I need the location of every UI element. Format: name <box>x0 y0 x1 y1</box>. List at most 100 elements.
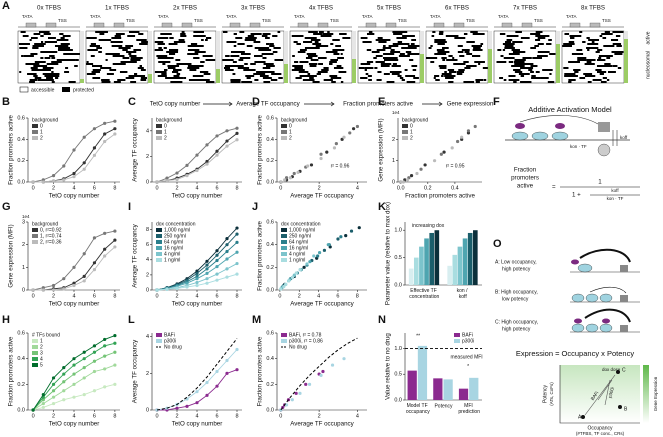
point <box>113 132 117 136</box>
heatmap-cell <box>57 49 60 51</box>
promoter-label: TSS <box>602 18 611 23</box>
heatmap-cell <box>535 35 546 37</box>
heatmap-cell <box>330 77 342 79</box>
heatmap-cell <box>67 49 73 51</box>
heatmap-cell <box>318 73 321 75</box>
heatmap-cell <box>125 61 137 63</box>
heatmap-cell <box>598 57 602 59</box>
point <box>294 271 298 275</box>
heatmap-cell <box>611 51 624 53</box>
heatmap-cell <box>534 45 539 47</box>
heatmap-cell <box>312 43 322 45</box>
heatmap-cell <box>444 75 456 77</box>
point <box>82 393 86 397</box>
y-tick-label: 0.4 <box>17 137 25 143</box>
bar <box>452 254 458 285</box>
heatmap-cell <box>410 43 415 45</box>
legend-title: # TFs bound <box>32 332 60 338</box>
heatmap-cell <box>320 35 327 37</box>
panel-letter: H <box>2 314 10 326</box>
heatmap-cell <box>549 53 556 55</box>
heatmap-cell <box>89 45 101 47</box>
point <box>326 243 330 247</box>
heatmap-title: 4x TFBS <box>309 5 333 12</box>
heatmap-cell <box>51 71 54 73</box>
heatmap-cell <box>68 59 76 61</box>
heatmap-cell <box>38 31 50 33</box>
point <box>41 401 45 406</box>
x-tick-label: 4 <box>356 185 359 191</box>
x-tick-label: 4 <box>195 185 198 191</box>
point <box>175 406 179 410</box>
active-bar <box>216 69 220 83</box>
heatmap-cell <box>340 53 343 55</box>
heatmap-cell <box>342 37 351 39</box>
y-tick-label: 4 <box>146 257 149 263</box>
heatmap-cell <box>306 53 317 55</box>
heatmap-cell <box>160 33 172 35</box>
y-tick-label: 0.0 <box>266 179 274 185</box>
rate-label: koff <box>620 135 628 140</box>
x-axis-label: Average TF occupancy <box>290 301 354 308</box>
point <box>72 281 76 285</box>
case-label: low potency <box>502 296 529 302</box>
heatmap-cell <box>222 31 228 33</box>
point <box>401 180 406 184</box>
heatmap-cell <box>562 45 573 47</box>
heatmap-cell <box>542 69 553 71</box>
y-tick-label: 0.6 <box>17 330 25 336</box>
heatmap-cell <box>64 45 69 47</box>
heatmap-cell <box>52 75 60 77</box>
heatmap-cell <box>51 81 55 83</box>
heatmap-cell <box>140 77 147 79</box>
heatmap-cell <box>55 77 59 79</box>
heatmap-cell <box>136 75 146 77</box>
heatmap-cell <box>47 37 56 39</box>
heatmap-cell <box>254 47 262 49</box>
y-tick-label: 1 <box>392 158 395 164</box>
heatmap-cell <box>376 49 386 51</box>
legend-label: 2 <box>164 135 167 141</box>
point <box>103 367 107 371</box>
heatmap-cell <box>531 77 541 79</box>
heatmap-cell <box>168 49 179 51</box>
promoter-label: TSS <box>534 18 543 23</box>
legend-label: BAFi, r² = 0.78 <box>289 332 322 338</box>
x-tick-label: MFI prediction <box>458 403 480 415</box>
x-tick-label: 0.4 <box>451 185 459 191</box>
axis-label: Potency <box>542 384 548 403</box>
y-tick-label: 0.6 <box>266 115 274 121</box>
heatmap-cell <box>33 75 38 77</box>
heatmap-cell <box>54 73 60 75</box>
heatmap-cell <box>430 45 433 47</box>
heatmap-cell <box>321 69 329 71</box>
heatmap-cell <box>232 65 244 67</box>
heatmap-cell <box>599 35 603 37</box>
fraction-label: active <box>517 183 534 190</box>
point <box>195 269 199 273</box>
heatmap-cell <box>309 65 317 67</box>
axis-label: Occupancy <box>587 425 613 431</box>
heatmap-cell <box>29 39 32 41</box>
x-tick-label: 2 <box>175 293 178 299</box>
heatmap-cell <box>205 37 212 39</box>
heatmap-cell <box>368 79 372 81</box>
legend-swatch <box>281 130 287 134</box>
heatmap-cell <box>574 71 579 73</box>
heatmap-cell <box>159 47 162 49</box>
heatmap-cell <box>205 39 208 41</box>
heatmap-cell <box>377 37 383 39</box>
heatmap-cell <box>441 73 452 75</box>
heatmap-cell <box>318 45 329 47</box>
legend-swatch <box>402 124 408 128</box>
legend-swatch <box>281 240 287 244</box>
point <box>103 139 107 144</box>
case-label: A: Low occupancy, <box>495 259 537 265</box>
promoter-box <box>113 22 125 28</box>
y-tick-label: 4 <box>146 334 149 340</box>
heatmap-cell <box>595 69 600 71</box>
heatmap-cell <box>247 35 255 37</box>
point <box>72 171 76 176</box>
legend-label: p300i <box>164 338 176 344</box>
heatmap-cell <box>303 41 313 43</box>
